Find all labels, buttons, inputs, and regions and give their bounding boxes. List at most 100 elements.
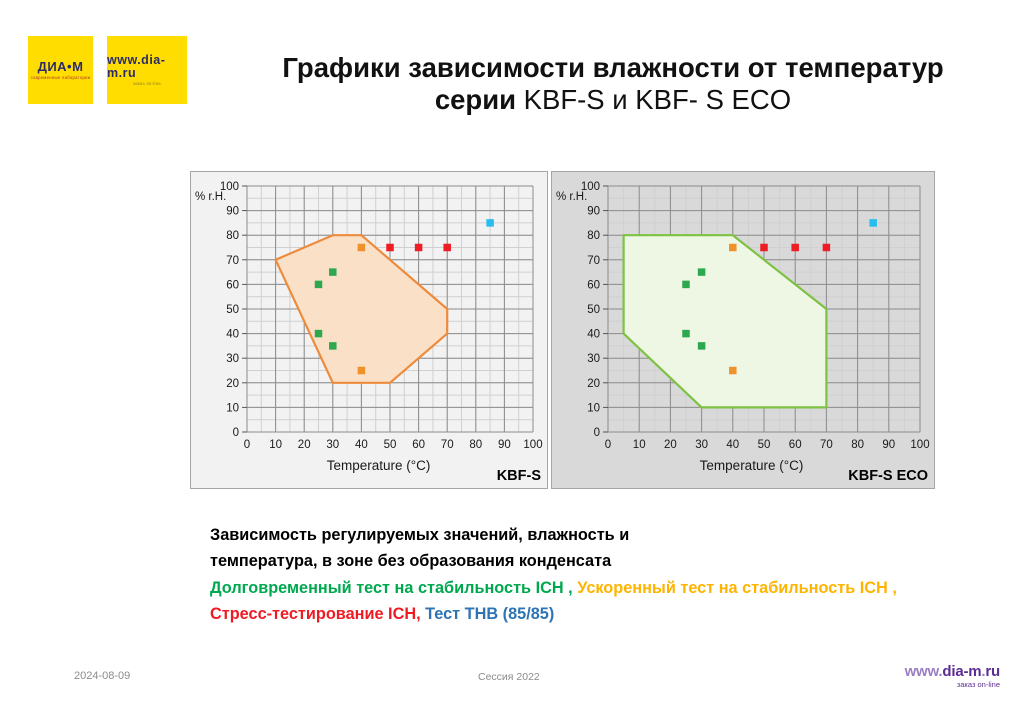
- x-axis-tick-label: 50: [384, 439, 397, 451]
- y-axis-tick-label: 20: [226, 378, 239, 390]
- description-text: Зависимость регулируемых значений, влажн…: [210, 522, 910, 628]
- y-axis-tick-label: 90: [226, 206, 239, 218]
- data-point-marker: [486, 219, 494, 227]
- legend-accelerated-test: Ускоренный тест на стабильность ICH ,: [572, 578, 897, 597]
- footer-session: Сессия 2022: [478, 671, 540, 683]
- chart-title-badge: KBF-S: [497, 468, 542, 484]
- chart-kbf-s-svg: 0 10 20 30 40 50 60 70 80 90 100 0 10 20 30 40 50 60 70 80 9…: [195, 181, 543, 484]
- y-axis-tick-label: 50: [226, 304, 239, 316]
- title-line-1: Графики зависимости влажности от темпера…: [282, 52, 944, 83]
- y-axis-tick-label: 0: [233, 427, 239, 439]
- footer-logo-text: www.dia-m.ru: [904, 663, 1001, 680]
- operating-range-polygon: [274, 234, 449, 384]
- y-axis-tick-label: 10: [226, 402, 239, 414]
- footer-logo-main: dia-m: [942, 663, 982, 680]
- x-axis-tick-label: 60: [789, 439, 802, 451]
- data-point-marker: [822, 243, 831, 252]
- x-axis-tick-label: 0: [244, 439, 250, 451]
- description-line-1: Зависимость регулируемых значений, влажн…: [210, 526, 630, 544]
- y-axis-tick-label: 80: [587, 230, 600, 242]
- x-axis-tick-label: 70: [441, 439, 454, 451]
- chart-panel-kbf-s: 0 10 20 30 40 50 60 70 80 90 100 0 10 20 30 40 50 60 70 80 9…: [190, 171, 548, 489]
- y-axis-tick-label: 60: [226, 279, 239, 291]
- y-axis-tick-label: 30: [587, 353, 600, 365]
- data-point-marker: [386, 243, 394, 252]
- y-axis-tick-label: 30: [226, 353, 239, 365]
- footer-logo-tld: ru: [985, 663, 1000, 680]
- chart-kbf-s-eco-svg: 0 10 20 30 40 50 60 70 80 90 100 0 10 20 30 40 50 60 70 80 9…: [556, 181, 930, 484]
- y-axis-label: % r.H.: [195, 191, 226, 203]
- title-line-2-bold: серии: [434, 84, 524, 116]
- x-axis-tick-label: 80: [851, 439, 864, 451]
- logo-diam: ДИА•М современные лаборатории: [28, 36, 93, 104]
- y-axis-tick-label: 70: [226, 255, 239, 267]
- y-axis-tick-label: 60: [587, 279, 600, 291]
- y-axis-tick-label: 80: [226, 230, 239, 242]
- logo-website-subtitle: заказ on-line: [132, 81, 161, 86]
- data-point-marker: [357, 366, 366, 375]
- x-axis-tick-label: 90: [882, 439, 895, 451]
- y-axis-tick-label: 20: [587, 378, 600, 390]
- logo-diam-text: ДИА•М: [37, 59, 84, 74]
- legend-thb-test: Тест THB (85/85): [420, 605, 555, 624]
- chart-kbf-s: 0 10 20 30 40 50 60 70 80 90 100 0 10 20 30 40 50 60 70 80 9…: [191, 172, 547, 488]
- data-point-marker: [869, 219, 877, 227]
- data-point-marker: [697, 342, 706, 350]
- x-axis-tick-label: 10: [633, 439, 646, 451]
- data-point-marker: [414, 243, 423, 252]
- x-axis-tick-label: 40: [726, 439, 739, 451]
- footer-logo-dot: .: [981, 663, 986, 680]
- data-point-marker: [729, 366, 737, 375]
- data-point-marker: [329, 268, 337, 276]
- data-point-marker: [329, 342, 337, 350]
- y-axis-tick-label: 10: [587, 402, 600, 414]
- x-axis-tick-label: 0: [605, 439, 611, 451]
- x-axis-tick-label: 80: [469, 439, 482, 451]
- footer-date: 2024-08-09: [74, 670, 131, 682]
- data-point-marker: [314, 329, 323, 338]
- logo-website: www.dia-m.ru заказ on-line: [107, 36, 187, 104]
- data-point-marker: [729, 243, 737, 252]
- title-line-2-regular: KBF-S и KBF- S ECO: [523, 84, 792, 116]
- x-axis-tick-label: 30: [695, 439, 708, 451]
- data-point-marker: [760, 243, 768, 252]
- x-axis-tick-label: 100: [523, 439, 542, 451]
- data-point-marker: [357, 243, 366, 252]
- x-axis-tick-label: 70: [820, 439, 833, 451]
- x-axis-tick-label: 20: [298, 439, 311, 451]
- chart-panel-kbf-s-eco: 0 10 20 30 40 50 60 70 80 90 100 0 10 20 30 40 50 60 70 80 9…: [551, 171, 935, 489]
- y-axis-tick-label: 100: [581, 181, 600, 193]
- data-point-marker: [791, 243, 799, 252]
- y-axis-tick-label: 90: [587, 206, 600, 218]
- legend-stress-test: Стресс-тестирование ICH,: [210, 605, 421, 624]
- x-axis-tick-label: 10: [269, 439, 282, 451]
- chart-kbf-s-eco: 0 10 20 30 40 50 60 70 80 90 100 0 10 20 30 40 50 60 70 80 9…: [552, 172, 934, 488]
- logo-website-text: www.dia-m.ru: [107, 53, 166, 80]
- x-axis-tick-label: 60: [412, 439, 425, 451]
- footer-logo-www: www.: [904, 663, 943, 680]
- logo-diam-subtitle: современные лаборатории: [30, 75, 91, 80]
- data-point-marker: [443, 243, 451, 252]
- y-axis-label: % r.H.: [556, 191, 587, 203]
- y-axis-tick-label: 50: [587, 304, 600, 316]
- page-title: Графики зависимости влажности от темпера…: [228, 52, 998, 117]
- y-axis-tick-label: 40: [226, 329, 239, 341]
- data-point-marker: [682, 329, 690, 338]
- x-axis-label: Temperature (°C): [700, 458, 804, 473]
- legend-long-term-test: Долговременный тест на стабильность ICH …: [210, 578, 573, 597]
- footer-logo: www.dia-m.ru заказ on-line: [904, 663, 1001, 689]
- data-point-marker: [682, 280, 690, 289]
- x-axis-tick-label: 30: [326, 439, 339, 451]
- data-point-marker: [314, 280, 323, 289]
- chart-title-badge: KBF-S ECO: [848, 468, 928, 484]
- y-axis-tick-label: 40: [587, 329, 600, 341]
- test-legend-text: Долговременный тест на стабильность ICH …: [210, 575, 910, 628]
- x-axis-tick-label: 50: [758, 439, 771, 451]
- y-axis-tick-label: 100: [220, 181, 239, 193]
- y-axis-tick-label: 0: [594, 427, 600, 439]
- x-axis-tick-label: 90: [498, 439, 511, 451]
- x-axis-tick-label: 40: [355, 439, 368, 451]
- x-axis-tick-label: 20: [664, 439, 677, 451]
- description-line-2: температура, в зоне без образования конд…: [210, 552, 612, 571]
